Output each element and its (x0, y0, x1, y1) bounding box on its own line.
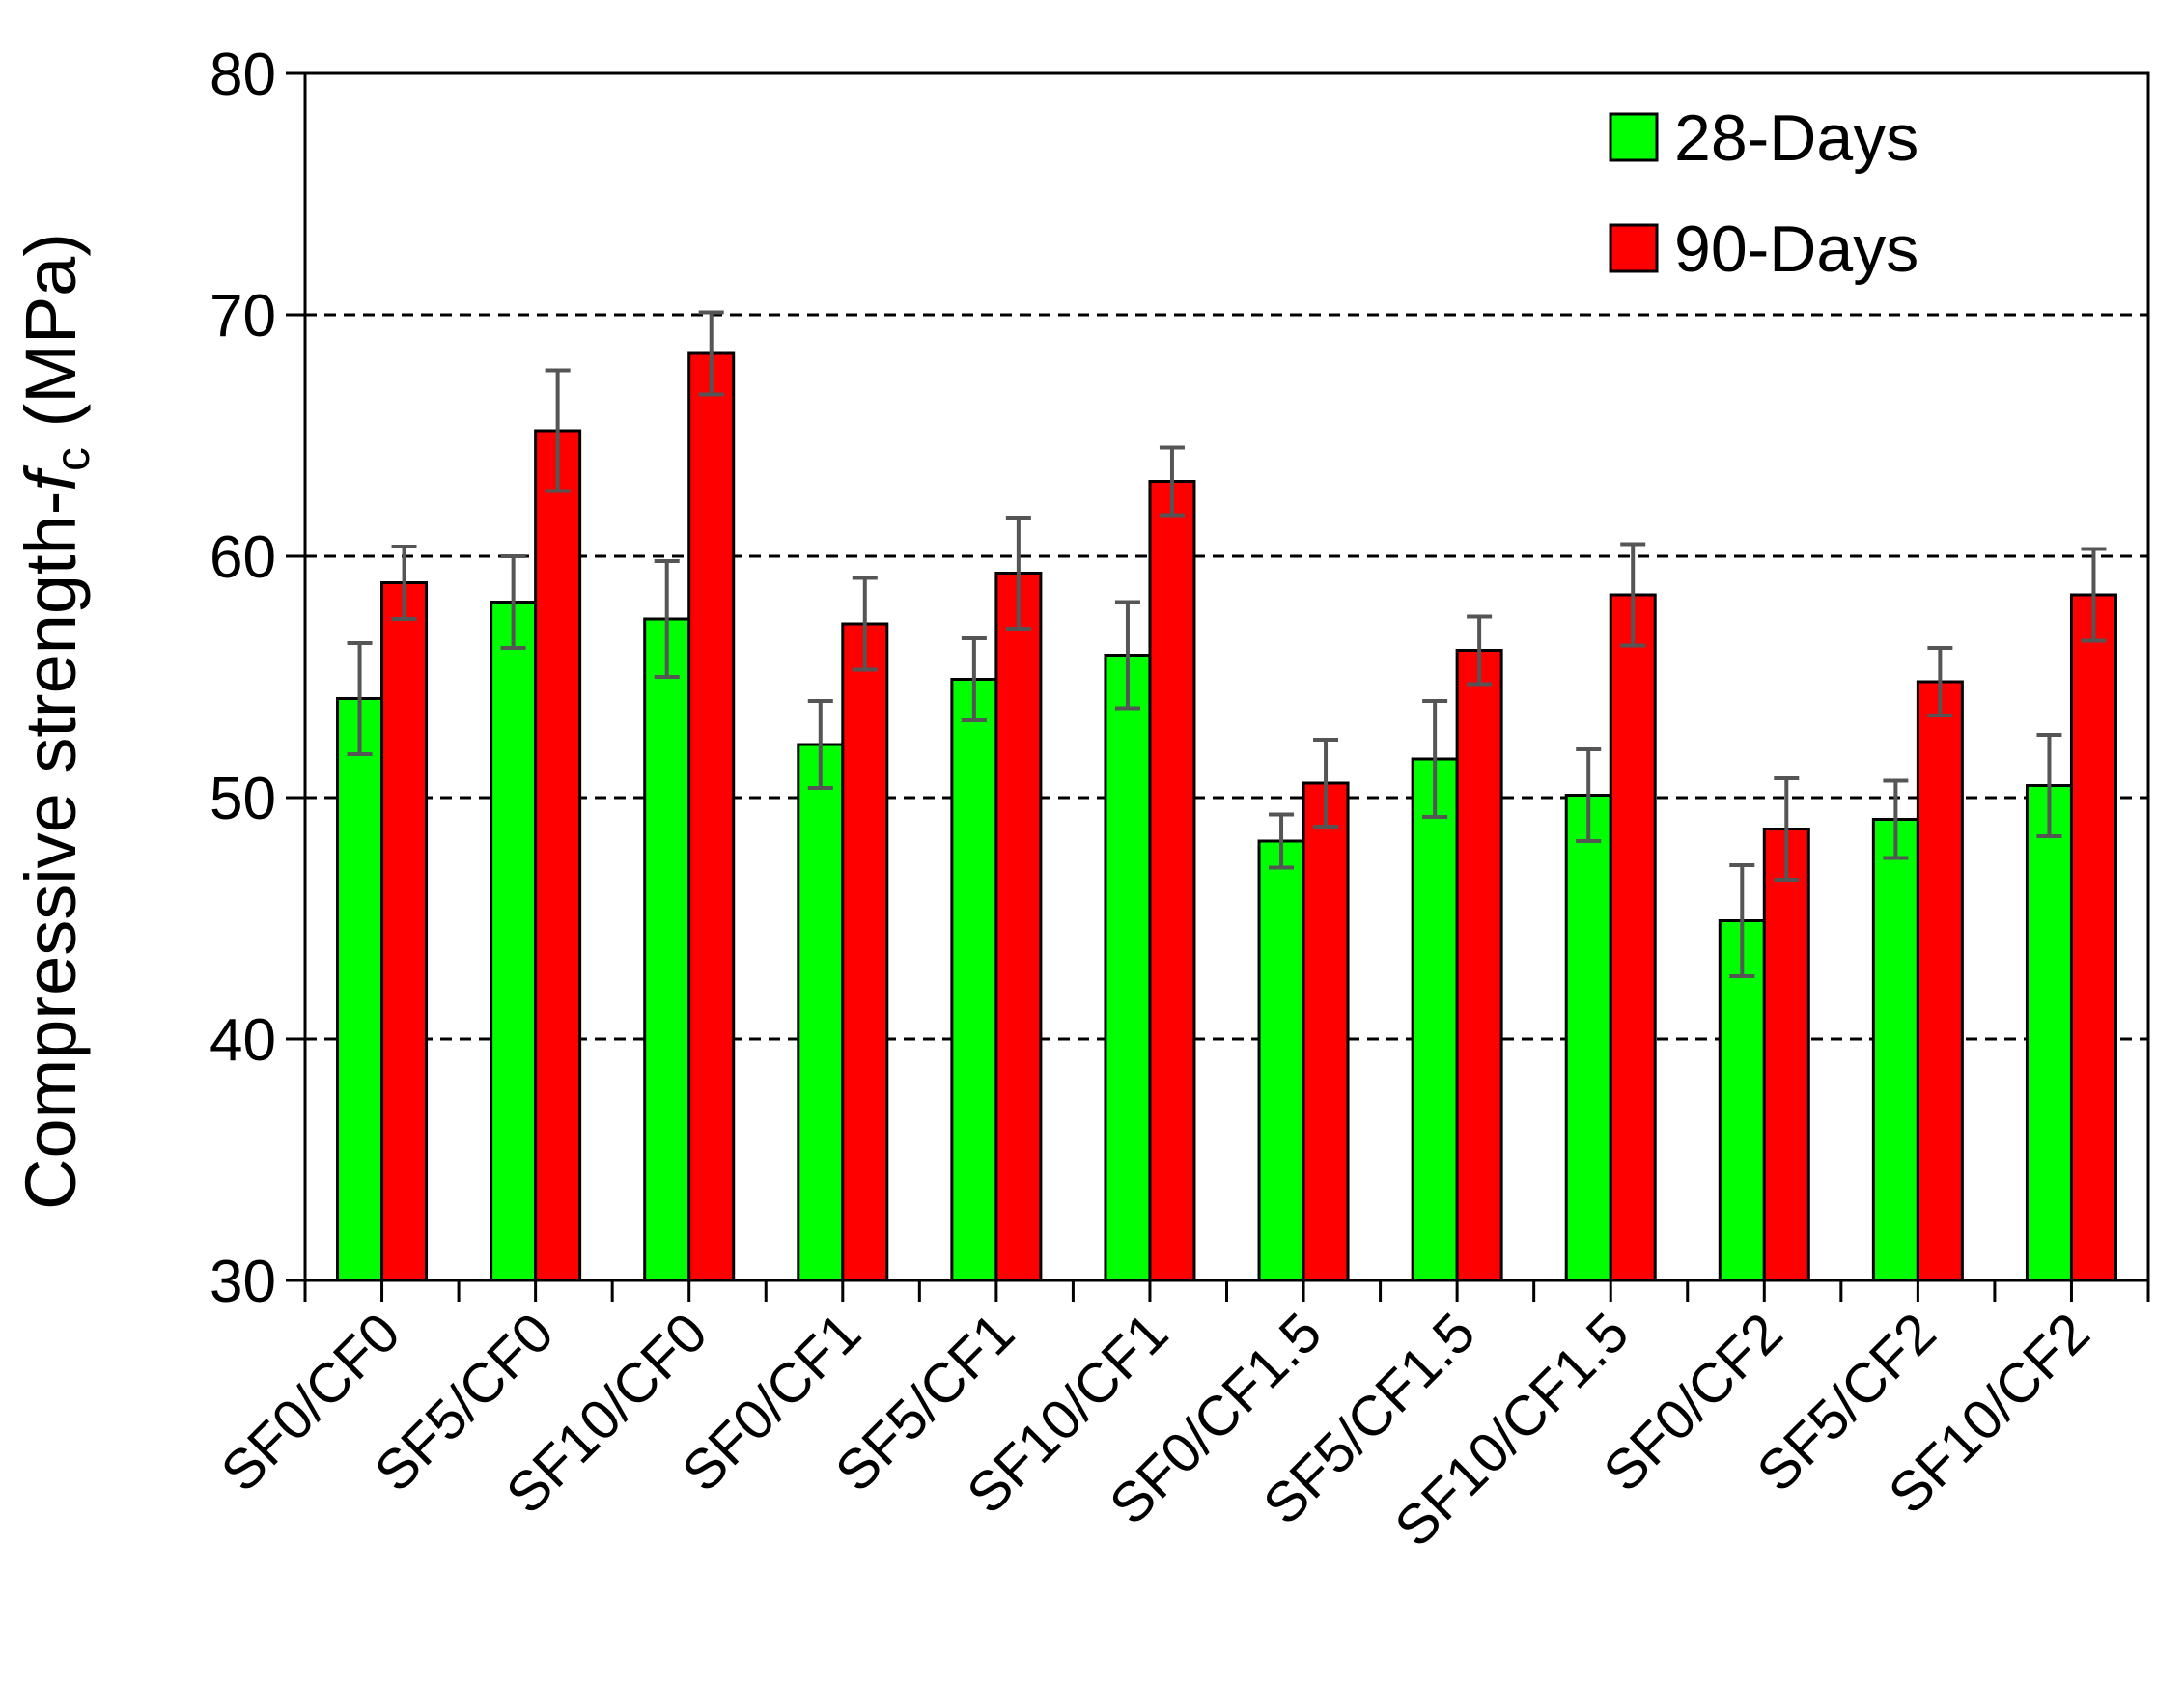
bar-28-days (2025, 784, 2073, 1282)
error-bars (347, 310, 2107, 978)
legend-swatch (1609, 223, 1659, 273)
bar-90-days (841, 622, 889, 1282)
y-tick-label: 60 (210, 524, 276, 591)
bar-90-days (1609, 593, 1657, 1282)
y-axis-label-subscript: c (45, 447, 99, 471)
bar-90-days (1302, 781, 1350, 1282)
bar-90-days (1148, 480, 1196, 1282)
bar-90-days (687, 351, 736, 1282)
legend-swatch (1609, 112, 1659, 162)
bar-28-days (797, 743, 845, 1282)
bar-28-days (336, 697, 384, 1282)
y-tick-label: 30 (210, 1249, 276, 1315)
bar-28-days (1411, 757, 1459, 1282)
legend-label: 90-Days (1674, 212, 1918, 286)
y-tick-label: 40 (210, 1007, 276, 1074)
bar-28-days (1871, 818, 1919, 1282)
bar-90-days (2069, 593, 2117, 1282)
bar-90-days (380, 581, 429, 1282)
y-tick-label: 70 (210, 283, 276, 350)
bar-28-days (1564, 794, 1612, 1282)
plot-frame (303, 71, 2150, 1282)
bar-90-days (994, 572, 1043, 1282)
y-tick-label: 50 (210, 766, 276, 832)
y-axis-label-unit: (MPa) (11, 233, 91, 447)
bar-28-days (1718, 919, 1766, 1282)
bar-28-days (643, 617, 691, 1282)
bar-28-days (490, 601, 538, 1282)
legend-label: 28-Days (1674, 101, 1918, 175)
legend: 28-Days 90-Days (1609, 101, 1918, 286)
bar-90-days (1762, 828, 1810, 1282)
bar-28-days (950, 678, 998, 1282)
y-axis-label-main: Compressive strength- (11, 492, 91, 1210)
bar-28-days (1257, 839, 1305, 1282)
axes (286, 71, 2150, 1302)
bar-28-days (1104, 654, 1152, 1282)
y-tick-label: 80 (210, 42, 276, 108)
bar-90-days (1455, 649, 1503, 1282)
bar-90-days (1916, 680, 1964, 1282)
bar-90-days (534, 429, 582, 1282)
y-tick-labels: 30 40 50 60 70 80 (210, 42, 276, 1315)
y-axis-label: Compressive strength-fc (MPa) (11, 233, 99, 1210)
gridlines (305, 313, 2148, 1041)
